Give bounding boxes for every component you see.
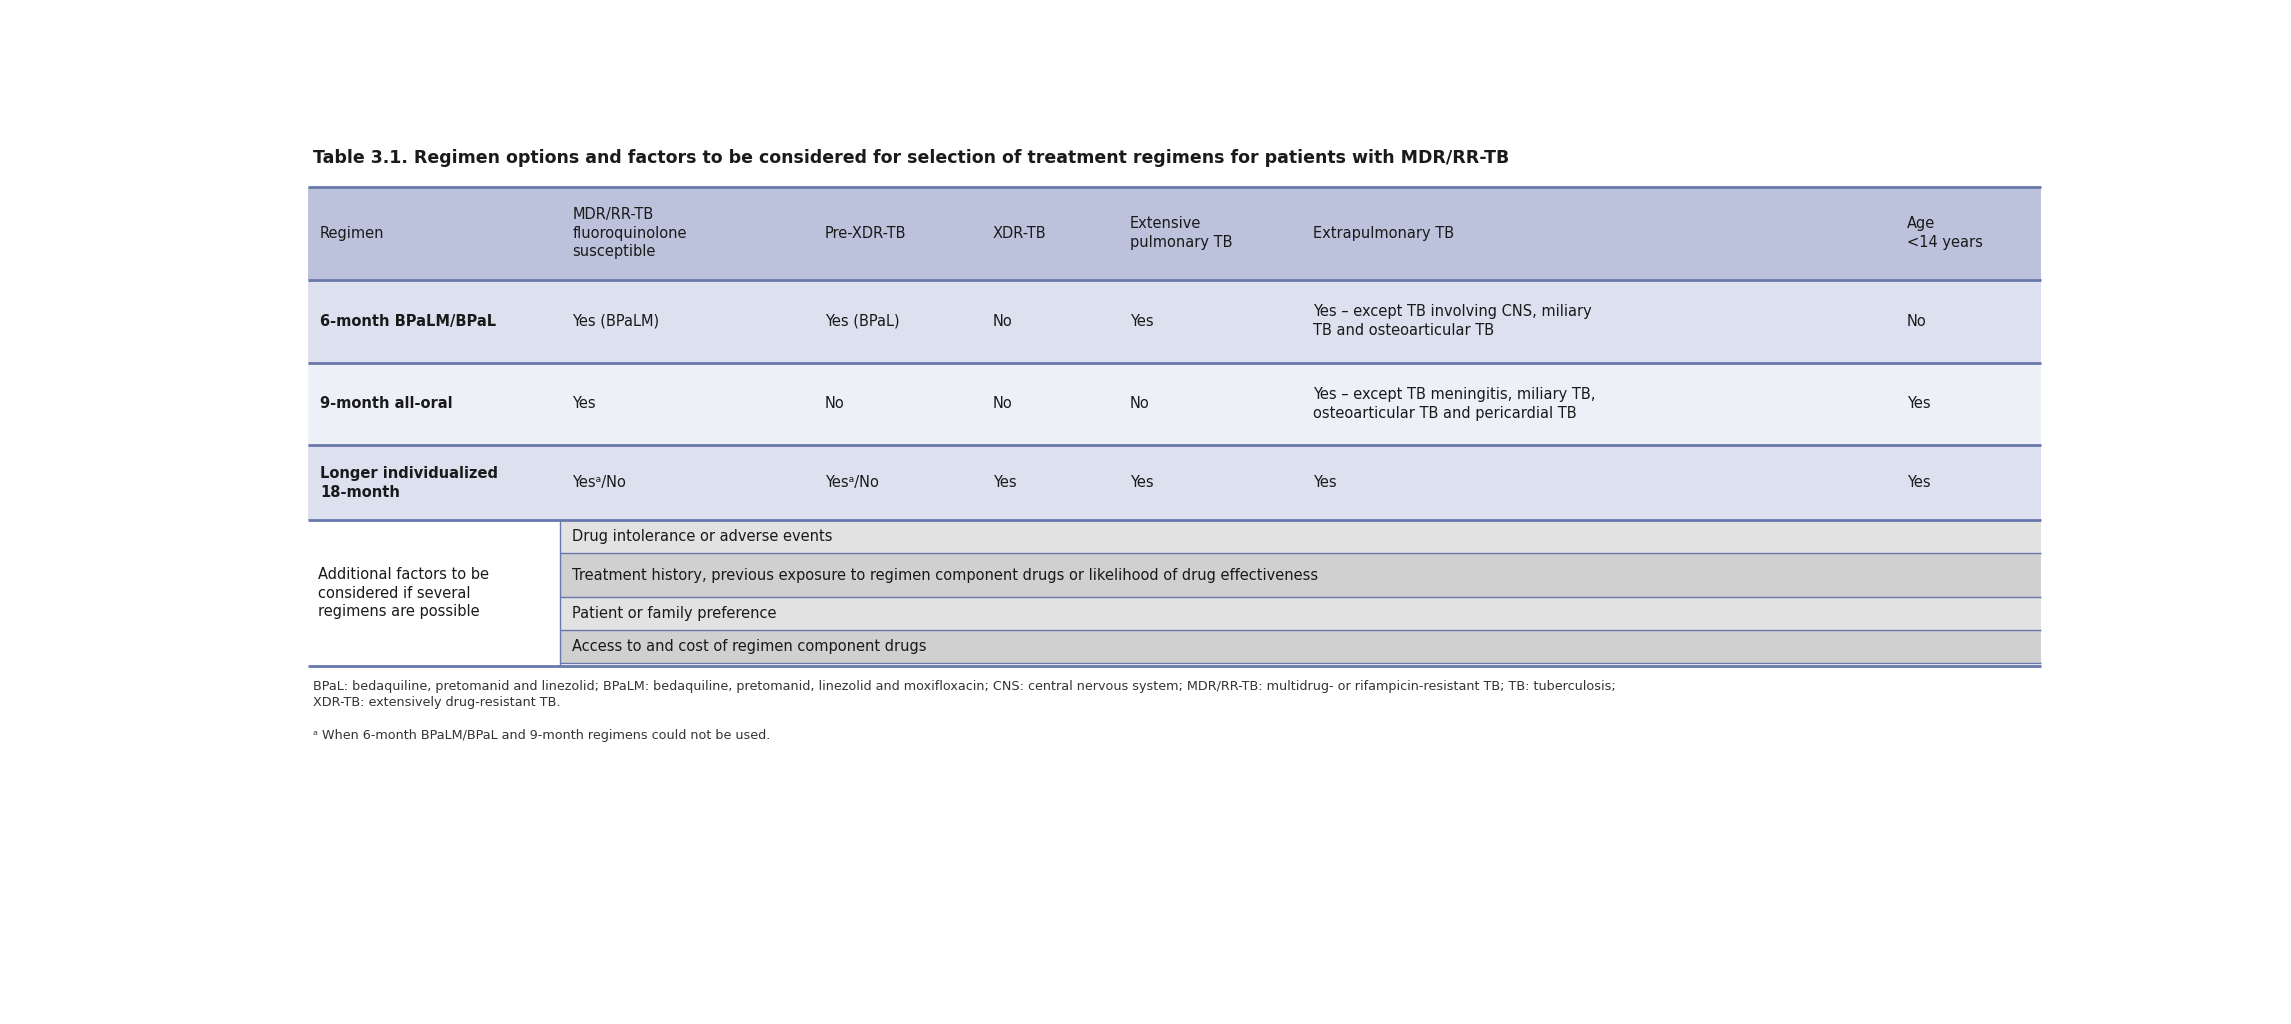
Bar (559, 553, 2041, 597)
Bar (307, 280, 2041, 362)
Text: Extensive
pulmonary TB: Extensive pulmonary TB (1129, 216, 1233, 250)
Bar (307, 445, 2041, 520)
Text: Age
<14 years: Age <14 years (1906, 216, 1982, 250)
Text: Yes: Yes (1129, 313, 1155, 329)
Text: Longer individualized
18-month: Longer individualized 18-month (321, 466, 497, 500)
Text: XDR-TB: XDR-TB (992, 225, 1047, 241)
Text: Yes: Yes (1906, 475, 1931, 490)
Text: Yesᵃ/No: Yesᵃ/No (825, 475, 877, 490)
Bar (559, 597, 2041, 630)
Text: MDR/RR-TB
fluoroquinolone
susceptible: MDR/RR-TB fluoroquinolone susceptible (573, 207, 687, 259)
Text: Extrapulmonary TB: Extrapulmonary TB (1313, 225, 1455, 241)
Bar (307, 362, 2041, 445)
Text: Yes: Yes (1313, 475, 1336, 490)
Text: BPaL: bedaquiline, pretomanid and linezolid; BPaLM: bedaquiline, pretomanid, lin: BPaL: bedaquiline, pretomanid and linezo… (314, 680, 1615, 710)
Text: 9-month all-oral: 9-month all-oral (321, 396, 454, 412)
Text: No: No (1129, 396, 1150, 412)
Text: Yes: Yes (992, 475, 1017, 490)
Text: Yes – except TB meningitis, miliary TB,
osteoarticular TB and pericardial TB: Yes – except TB meningitis, miliary TB, … (1313, 387, 1595, 421)
Bar (559, 520, 2041, 553)
Text: Yes: Yes (573, 396, 596, 412)
Text: Patient or family preference: Patient or family preference (573, 606, 777, 621)
Text: ᵃ When 6-month BPaLM/BPaL and 9-month regimens could not be used.: ᵃ When 6-month BPaLM/BPaL and 9-month re… (314, 729, 770, 742)
Text: Pre-XDR-TB: Pre-XDR-TB (825, 225, 907, 241)
Text: Yesᵃ/No: Yesᵃ/No (573, 475, 625, 490)
Text: Yes: Yes (1129, 475, 1155, 490)
Text: Additional factors to be
considered if several
regimens are possible: Additional factors to be considered if s… (318, 567, 490, 620)
Text: Yes (BPaLM): Yes (BPaLM) (573, 313, 660, 329)
Text: Yes: Yes (1906, 396, 1931, 412)
Text: Yes – except TB involving CNS, miliary
TB and osteoarticular TB: Yes – except TB involving CNS, miliary T… (1313, 304, 1592, 338)
Text: Regimen: Regimen (321, 225, 385, 241)
Text: No: No (992, 313, 1013, 329)
Text: 6-month BPaLM/BPaL: 6-month BPaLM/BPaL (321, 313, 497, 329)
Bar (559, 630, 2041, 663)
Text: Drug intolerance or adverse events: Drug intolerance or adverse events (573, 529, 834, 545)
Text: No: No (992, 396, 1013, 412)
Text: Yes (BPaL): Yes (BPaL) (825, 313, 900, 329)
Text: Access to and cost of regimen component drugs: Access to and cost of regimen component … (573, 639, 928, 654)
Bar (307, 520, 559, 667)
Text: No: No (825, 396, 845, 412)
Text: Treatment history, previous exposure to regimen component drugs or likelihood of: Treatment history, previous exposure to … (573, 567, 1320, 583)
Text: No: No (1906, 313, 1927, 329)
Text: Table 3.1. Regimen options and factors to be considered for selection of treatme: Table 3.1. Regimen options and factors t… (314, 148, 1510, 167)
Bar (307, 186, 2041, 280)
